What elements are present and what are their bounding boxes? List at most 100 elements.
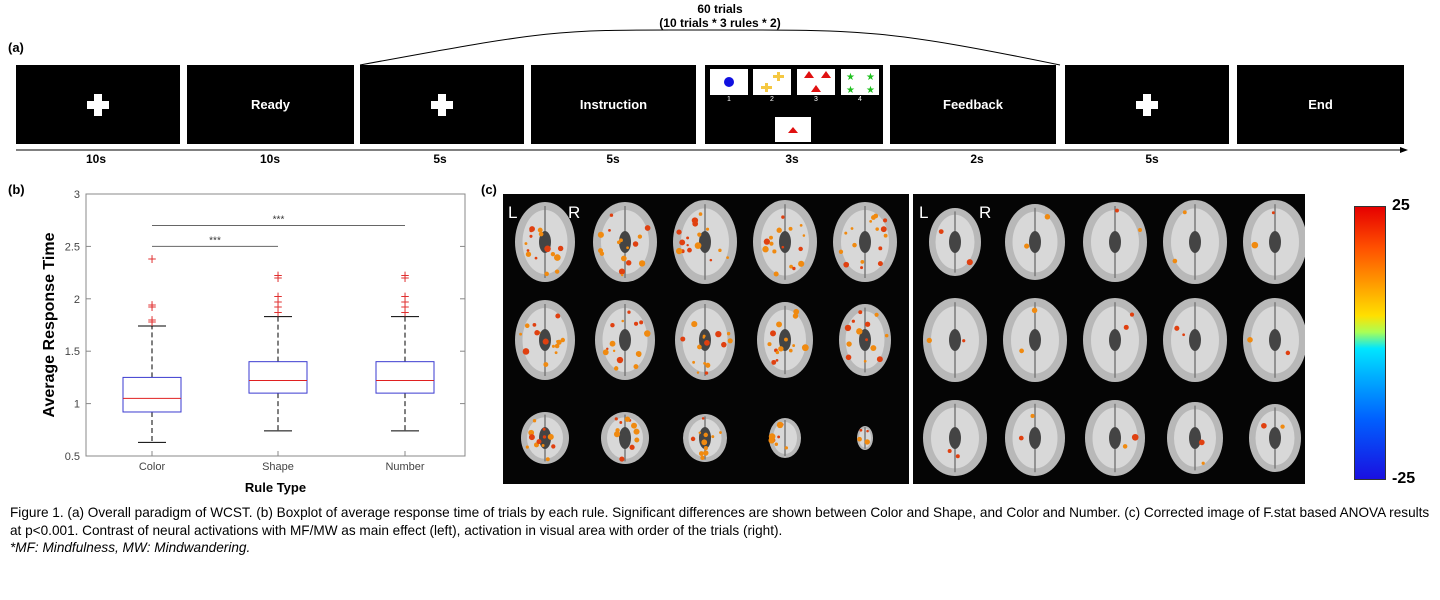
outlier-point: + xyxy=(400,300,410,314)
brain-slice xyxy=(1085,400,1145,476)
outlier-point: + xyxy=(273,269,283,283)
x-tick-label: Number xyxy=(385,461,424,473)
svg-text:★: ★ xyxy=(846,72,855,83)
brain-slice xyxy=(1243,200,1307,284)
brain-slice xyxy=(768,418,801,458)
outlier-point: + xyxy=(147,252,157,266)
y-tick-label: 3 xyxy=(74,189,80,201)
box-number xyxy=(375,361,435,394)
paradigm-panel-1 xyxy=(16,65,180,144)
paradigm-panel-7 xyxy=(1065,65,1229,144)
box-shape xyxy=(248,361,308,394)
y-tick-label: 1 xyxy=(74,399,80,411)
brain-slice xyxy=(839,304,891,376)
brain-slice xyxy=(753,200,817,284)
panel-c-label: (c) xyxy=(481,182,497,197)
duration-label: 5s xyxy=(433,152,447,166)
card-number-label: 3 xyxy=(814,96,818,103)
paradigm-panel-8: End xyxy=(1237,65,1404,144)
y-axis-title: Average Response Time xyxy=(41,232,58,417)
duration-label: 10s xyxy=(85,152,107,166)
caption-note: *MF: Mindfulness, MW: Mindwandering. xyxy=(10,540,251,555)
outlier-point: + xyxy=(273,290,283,304)
brain-slice xyxy=(857,426,873,450)
paradigm-panel-label: Ready xyxy=(250,97,291,112)
brain-slice xyxy=(1005,204,1065,280)
panel-a-label: (a) xyxy=(8,40,24,55)
card-number-label: 4 xyxy=(858,96,862,103)
brain-slice xyxy=(833,202,897,282)
outlier-point: + xyxy=(147,313,157,327)
brain-slice xyxy=(1163,200,1227,284)
brain-right-r-label: R xyxy=(979,203,992,222)
y-tick-label: 1.5 xyxy=(65,346,80,358)
card-number-label: 2 xyxy=(770,96,774,103)
x-tick-label: Color xyxy=(139,461,166,473)
brain-slice xyxy=(515,202,575,282)
svg-text:★: ★ xyxy=(846,85,855,95)
duration-label: 3s xyxy=(785,152,799,166)
trials-count: 60 trials xyxy=(697,2,743,16)
svg-text:★: ★ xyxy=(866,85,875,95)
outlier-point: + xyxy=(273,305,283,319)
brain-slice xyxy=(1083,202,1147,282)
brain-slice xyxy=(923,400,987,476)
target-card xyxy=(775,117,811,142)
y-tick-label: 2.5 xyxy=(65,241,80,253)
brain-slice xyxy=(683,414,727,462)
box-color xyxy=(122,376,182,413)
paradigm-panel-3 xyxy=(360,65,524,144)
fixation-cross-icon xyxy=(87,93,109,116)
brain-slice xyxy=(923,298,987,382)
brain-slice xyxy=(1243,298,1307,382)
choice-card-3 xyxy=(797,69,835,95)
brain-right-l-label: L xyxy=(919,203,929,222)
brain-slice xyxy=(1003,298,1067,382)
brain-panel-left xyxy=(503,194,909,484)
trials-annotation: 60 trials (10 trials * 3 rules * 2) xyxy=(560,2,880,30)
brain-slice xyxy=(593,202,657,282)
card-number-label: 1 xyxy=(727,96,731,103)
duration-label: 2s xyxy=(970,152,984,166)
y-tick-label: 2 xyxy=(74,294,80,306)
duration-label: 5s xyxy=(1145,152,1159,166)
choice-card-4: ★ ★ ★ ★ xyxy=(841,69,879,96)
brain-slice xyxy=(595,300,655,380)
brain-slice xyxy=(673,200,737,284)
brain-left-r-label: R xyxy=(568,203,581,222)
outlier-point: + xyxy=(273,295,283,309)
brain-slice xyxy=(1167,402,1223,474)
brain-panel-right xyxy=(913,194,1307,484)
colorbar-min-label: -25 xyxy=(1392,470,1416,487)
outlier-point: + xyxy=(147,300,157,314)
brain-slice xyxy=(601,412,649,464)
brain-slice xyxy=(1249,404,1301,472)
outlier-point: + xyxy=(400,305,410,319)
significance-label: *** xyxy=(209,235,221,246)
fixation-cross-icon xyxy=(1136,93,1158,116)
fixation-cross-icon xyxy=(431,93,453,116)
x-tick-label: Shape xyxy=(262,461,294,473)
colorbar xyxy=(1354,206,1386,480)
choice-card-2 xyxy=(753,69,791,95)
paradigm-lines xyxy=(16,29,1408,153)
outlier-point: + xyxy=(400,295,410,309)
x-axis-title: Rule Type xyxy=(245,480,306,495)
paradigm-panel-6: Feedback xyxy=(890,65,1056,144)
panel-b-label: (b) xyxy=(8,182,25,197)
colorbar-max-label: 25 xyxy=(1392,197,1410,214)
paradigm-panel-label: End xyxy=(1308,97,1333,112)
outlier-point: + xyxy=(400,269,410,283)
brain-slice xyxy=(515,300,575,380)
paradigm-panel-label: Feedback xyxy=(943,97,1003,112)
brain-slice xyxy=(1005,400,1065,476)
paradigm-panel-label: Instruction xyxy=(579,97,648,112)
outlier-point: + xyxy=(273,300,283,314)
y-tick-label: 0.5 xyxy=(65,451,80,463)
outlier-point: + xyxy=(400,290,410,304)
brain-left-l-label: L xyxy=(508,203,518,222)
outlier-point: + xyxy=(400,271,410,285)
plot-frame xyxy=(85,193,466,457)
choice-card-1 xyxy=(710,69,748,95)
trials-breakdown: (10 trials * 3 rules * 2) xyxy=(659,16,781,30)
